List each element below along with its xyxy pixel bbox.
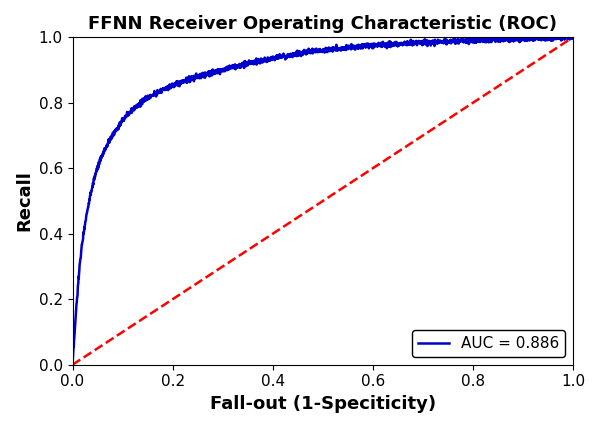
Legend: AUC = 0.886: AUC = 0.886 [412,330,565,357]
X-axis label: Fall-out (1-Speciticity): Fall-out (1-Speciticity) [209,395,436,413]
Title: FFNN Receiver Operating Characteristic (ROC): FFNN Receiver Operating Characteristic (… [88,15,557,33]
Y-axis label: Recall: Recall [15,171,33,232]
